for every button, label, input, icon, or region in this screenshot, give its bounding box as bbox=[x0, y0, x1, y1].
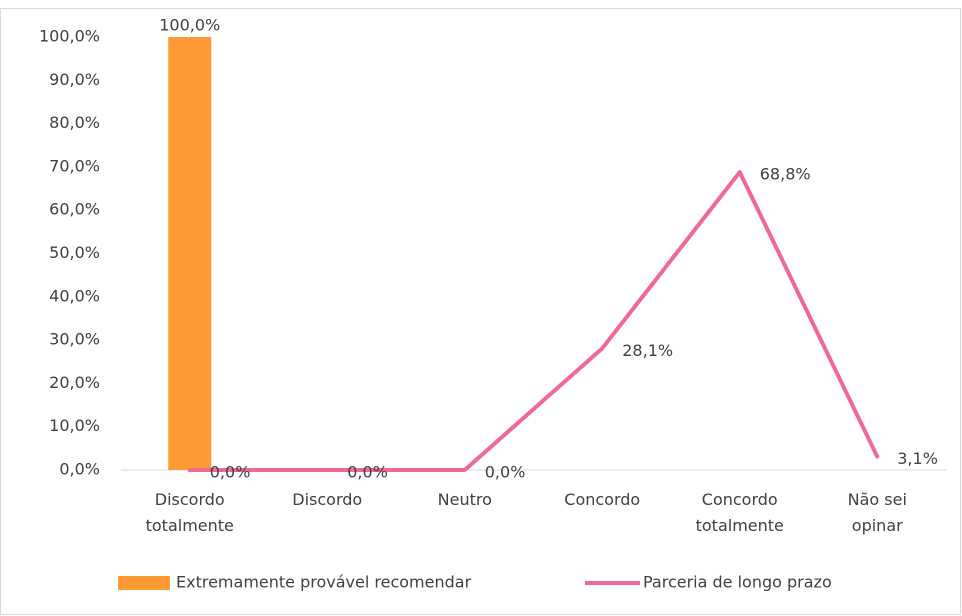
y-tick-label: 60,0% bbox=[49, 200, 100, 219]
legend-label: Parceria de longo prazo bbox=[643, 573, 832, 592]
x-tick-label: Concordo bbox=[564, 490, 641, 509]
y-tick-label: 70,0% bbox=[49, 156, 100, 175]
y-tick-label: 80,0% bbox=[49, 113, 100, 132]
x-tick-label: Discordo bbox=[292, 490, 363, 509]
data-label: 0,0% bbox=[347, 463, 388, 482]
x-tick-label: Concordo totalmente bbox=[695, 490, 784, 535]
legend-swatch bbox=[118, 576, 170, 590]
bar bbox=[168, 37, 212, 470]
y-tick-label: 90,0% bbox=[49, 70, 100, 89]
data-label: 68,8% bbox=[760, 165, 811, 184]
y-tick-label: 100,0% bbox=[39, 27, 100, 46]
y-tick-label: 20,0% bbox=[49, 373, 100, 392]
data-label: 3,1% bbox=[897, 449, 938, 468]
x-tick-label: Discordo totalmente bbox=[145, 490, 234, 535]
line bbox=[187, 170, 880, 472]
data-label: 0,0% bbox=[210, 463, 251, 482]
data-label: 28,1% bbox=[622, 341, 673, 360]
y-tick-label: 30,0% bbox=[49, 330, 100, 349]
x-tick-label: Neutro bbox=[437, 490, 492, 509]
y-tick-label: 50,0% bbox=[49, 243, 100, 262]
chart-border bbox=[0, 8, 961, 615]
y-tick-label: 0,0% bbox=[59, 460, 100, 479]
x-tick-label: Não sei opinar bbox=[847, 490, 907, 535]
data-label: 0,0% bbox=[485, 463, 526, 482]
y-tick-label: 10,0% bbox=[49, 416, 100, 435]
y-tick-label: 40,0% bbox=[49, 286, 100, 305]
data-label: 100,0% bbox=[159, 16, 220, 35]
legend-label: Extremamente provável recomendar bbox=[176, 573, 472, 592]
